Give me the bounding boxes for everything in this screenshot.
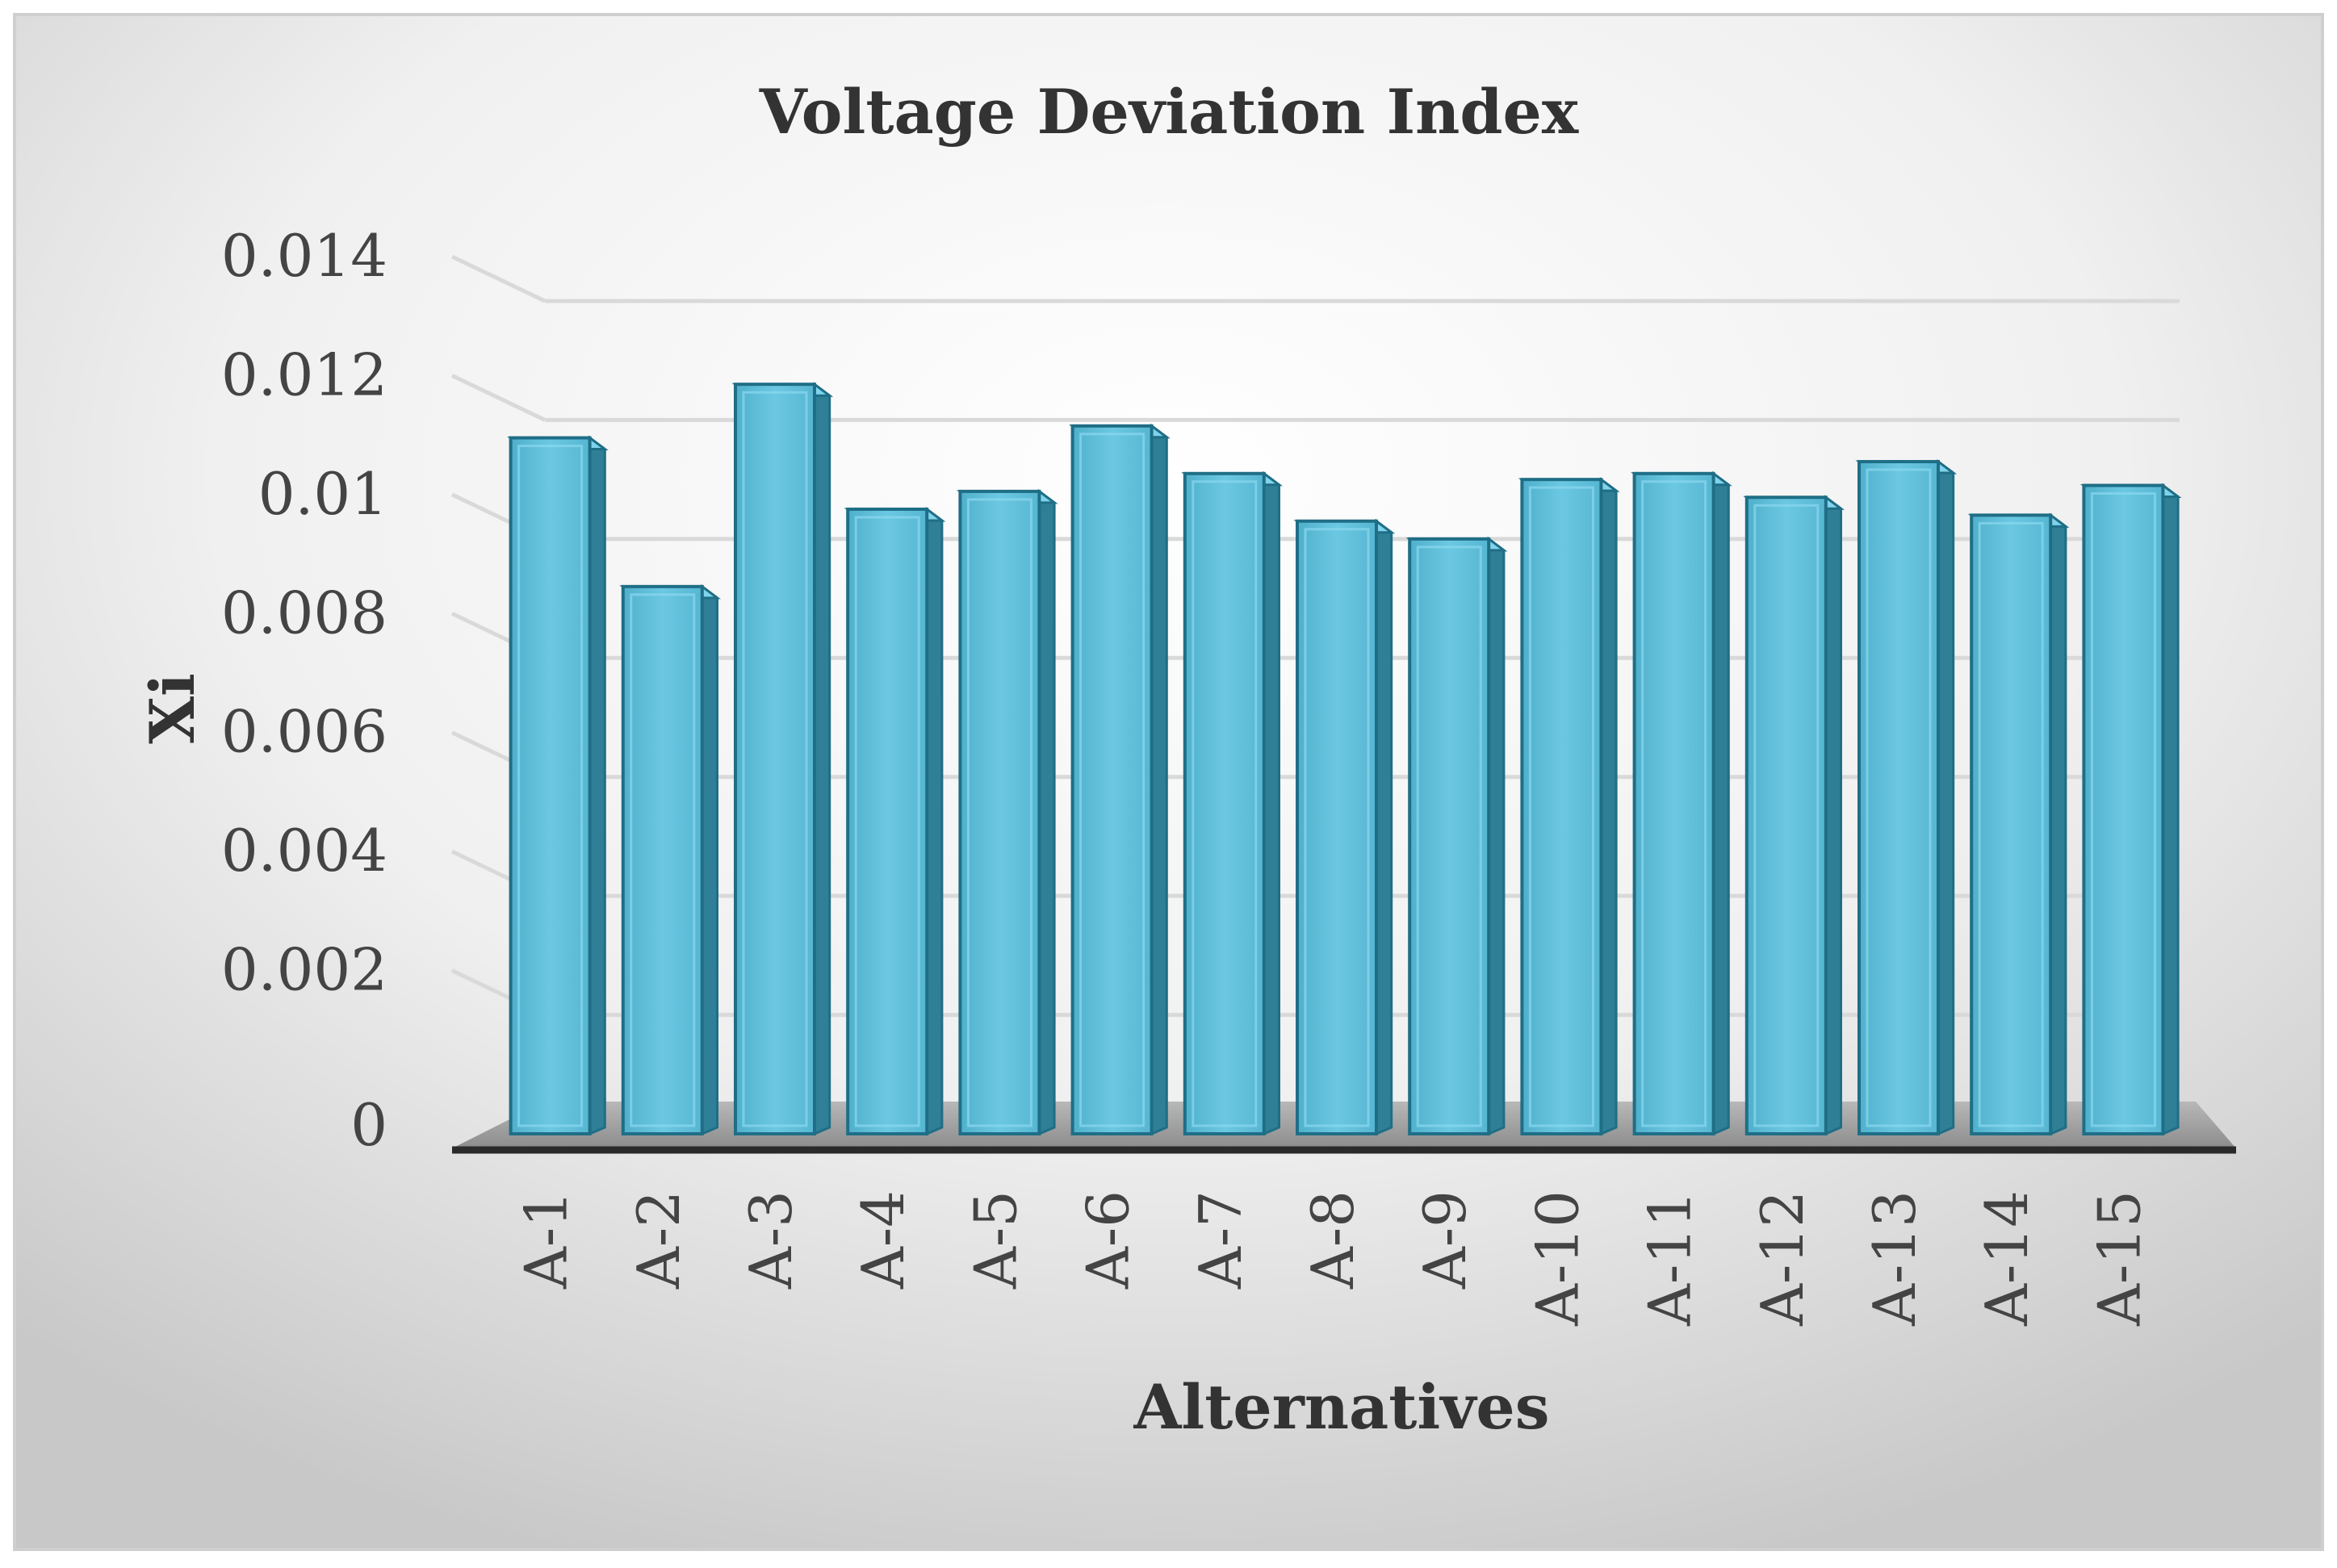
- bar-side: [925, 507, 944, 1136]
- bar: [1857, 460, 1940, 1135]
- bar: [734, 383, 816, 1135]
- bar: [1970, 513, 2053, 1135]
- y-tick-label: 0.004: [221, 817, 387, 884]
- x-tick-label: A-12: [1749, 1190, 1816, 1327]
- bar-bevel: [630, 593, 696, 1127]
- bar-side: [1375, 518, 1393, 1136]
- bar: [1183, 471, 1266, 1135]
- bar-side: [1824, 495, 1842, 1136]
- y-tick-label: 0.002: [221, 936, 387, 1004]
- x-axis-title: Alternatives: [1133, 1371, 1549, 1443]
- bar-bevel: [966, 498, 1032, 1127]
- bar-bevel: [1753, 504, 1820, 1127]
- gridline-depth: [450, 254, 547, 303]
- chart-title: Voltage Deviation Index: [759, 76, 1579, 148]
- bar-side: [813, 382, 831, 1136]
- bar-side: [1599, 477, 1618, 1136]
- bar-side: [2161, 483, 2180, 1136]
- x-tick-label: A-15: [2085, 1190, 2153, 1327]
- y-tick-label: 0.006: [221, 698, 387, 766]
- bar: [1744, 495, 1828, 1135]
- bar: [1408, 537, 1491, 1135]
- bar-side: [1937, 459, 1955, 1136]
- x-tick-label: A-14: [1973, 1190, 2041, 1327]
- bar: [1632, 471, 1715, 1135]
- x-tick-label: A-2: [625, 1190, 693, 1290]
- bar-bevel: [1528, 486, 1594, 1127]
- x-tick-label: A-10: [1523, 1190, 1591, 1327]
- x-tick-label: A-9: [1411, 1190, 1479, 1290]
- bar-side: [1263, 470, 1280, 1136]
- y-axis-title: Xi: [136, 673, 208, 744]
- bar-bevel: [1416, 546, 1482, 1127]
- bar: [1520, 478, 1603, 1135]
- bar: [846, 508, 929, 1135]
- y-tick-label: 0.01: [258, 460, 387, 528]
- bar-bevel: [1866, 468, 1932, 1127]
- x-tick-label: A-7: [1187, 1190, 1254, 1290]
- x-tick-label: A-6: [1074, 1190, 1142, 1290]
- x-tick-label: A-11: [1636, 1190, 1704, 1327]
- x-tick-label: A-13: [1861, 1190, 1929, 1327]
- bar-side: [1712, 470, 1730, 1136]
- x-tick-label: A-5: [961, 1190, 1029, 1290]
- bar: [2082, 483, 2165, 1135]
- bar: [958, 489, 1041, 1135]
- x-axis-ticks: A-1 A-2 A-3 A-4 A-5 A-6 A-7 A-8 A-9 A-10 A-11 A-12 A…: [513, 1190, 2154, 1327]
- bar-bevel: [1304, 528, 1370, 1127]
- bar-bevel: [854, 516, 920, 1127]
- bar-bevel: [2090, 492, 2156, 1127]
- bar-side: [588, 435, 606, 1136]
- y-tick-label: 0.012: [221, 341, 387, 408]
- y-tick-label: 0: [350, 1091, 387, 1159]
- bar-side: [1037, 488, 1056, 1136]
- bar-bevel: [742, 391, 808, 1127]
- x-tick-label: A-4: [849, 1190, 917, 1290]
- bar: [1070, 424, 1154, 1135]
- x-tick-label: A-3: [737, 1190, 805, 1290]
- bar: [509, 436, 592, 1135]
- bar-side: [2049, 512, 2067, 1136]
- bar-side: [1150, 423, 1168, 1136]
- bar: [1296, 519, 1378, 1135]
- bar-bevel: [1079, 433, 1145, 1127]
- x-tick-label: A-1: [513, 1190, 580, 1290]
- bar: [621, 584, 704, 1135]
- gridline-depth: [450, 374, 547, 422]
- y-axis-ticks: 0 0.002 0.004 0.006 0.008 0.01 0.012 0.014: [221, 222, 387, 1159]
- bar-side: [701, 583, 718, 1136]
- bar-bevel: [1641, 480, 1707, 1127]
- bar-bevel: [1192, 480, 1258, 1127]
- y-tick-label: 0.014: [221, 222, 387, 290]
- bar-side: [1487, 536, 1506, 1136]
- x-tick-label: A-8: [1299, 1190, 1367, 1290]
- y-tick-label: 0.008: [221, 579, 387, 646]
- bar-bevel: [1978, 521, 2044, 1127]
- bars: [507, 382, 2182, 1136]
- bar-bevel: [517, 445, 584, 1127]
